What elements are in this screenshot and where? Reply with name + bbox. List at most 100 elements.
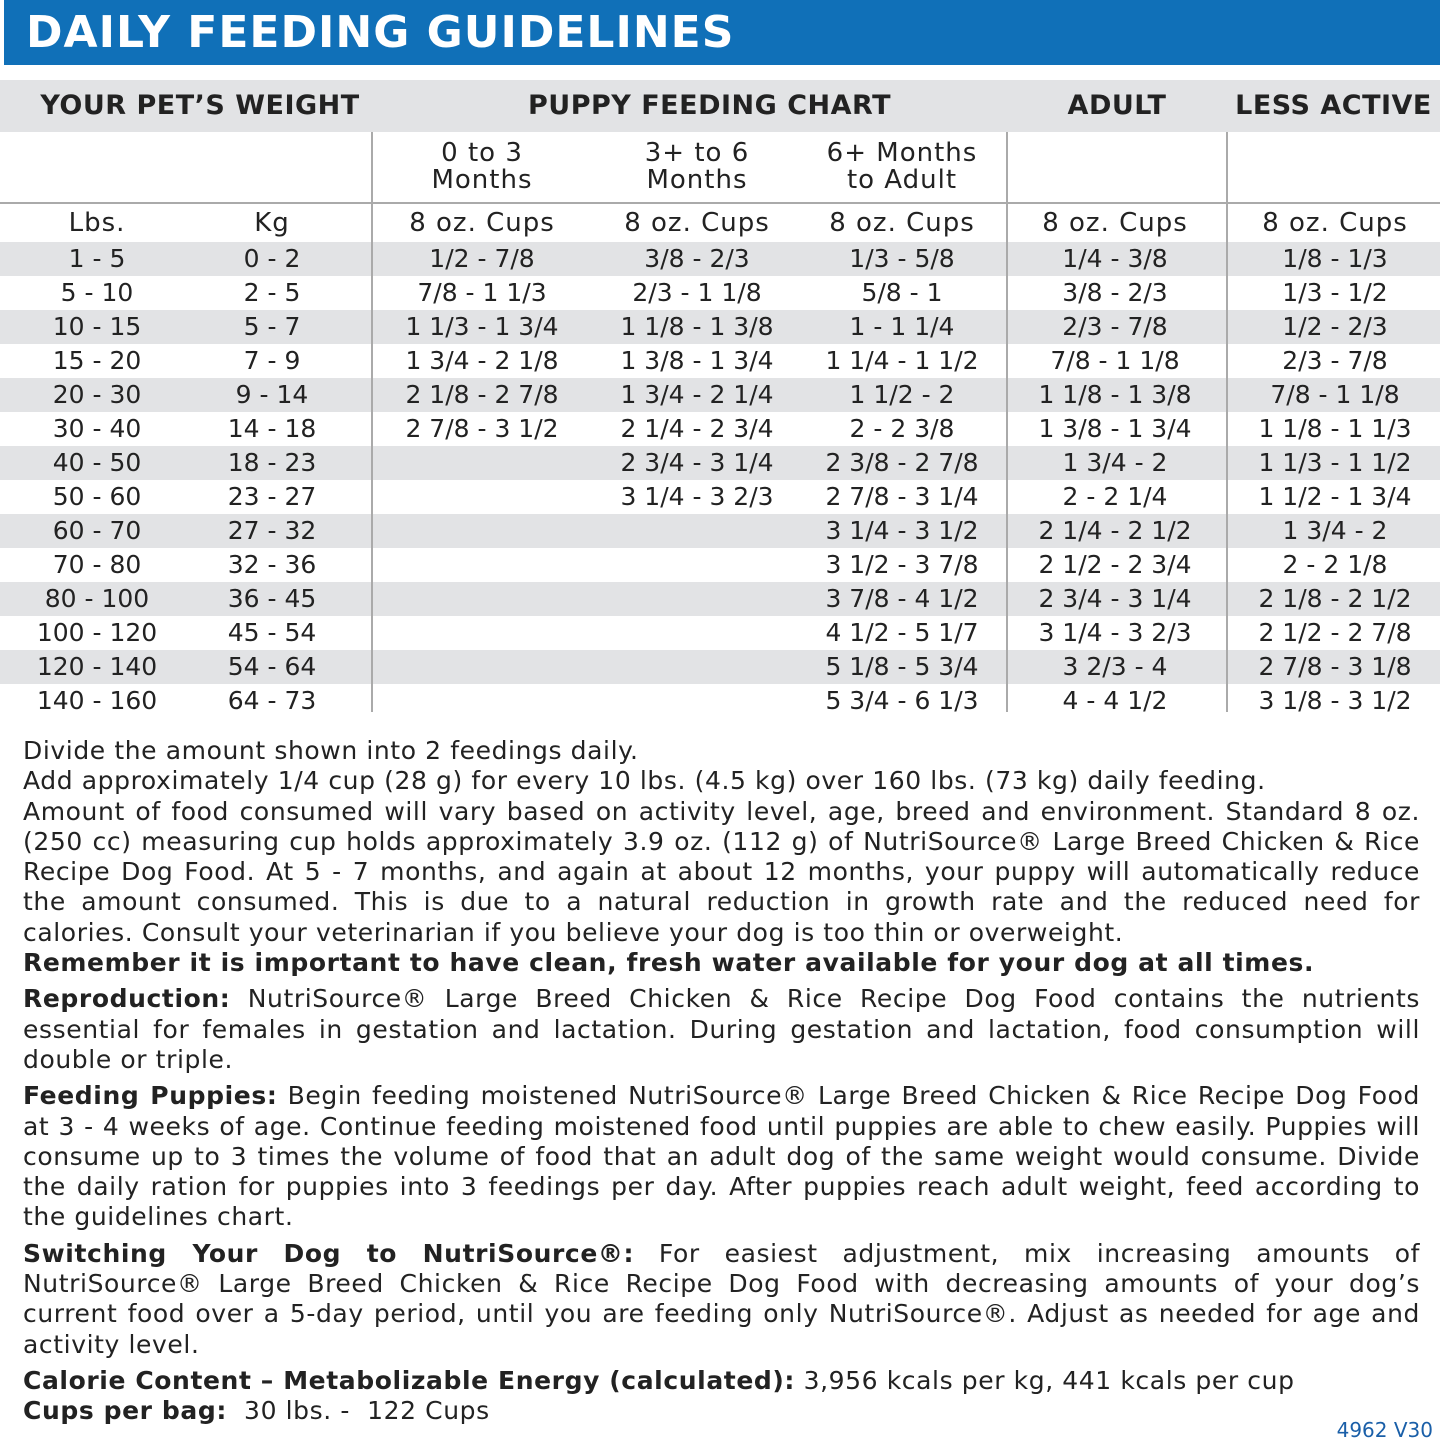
- cell-puppy-0-3: [372, 480, 592, 514]
- cell-puppy-0-3: 1/2 - 7/8: [429, 244, 535, 273]
- cell-kg: 7 - 9: [243, 346, 301, 375]
- note-reproduction: Reproduction: NutriSource® Large Breed C…: [23, 984, 1420, 1075]
- cell-puppy-3-6: 1 3/4 - 2 1/4: [620, 380, 774, 409]
- cell-puppy-0-3: [372, 548, 592, 582]
- cell-puppy-6-adult: 1 - 1 1/4: [849, 312, 955, 341]
- age-6-adult: 6+ Months to Adult: [826, 138, 978, 195]
- text: 3,956 kcals per kg, 441 kcals per cup: [795, 1365, 1295, 1395]
- page-title: DAILY FEEDING GUIDELINES: [4, 0, 1440, 65]
- cell-puppy-6-adult: 5 1/8 - 5 3/4: [825, 652, 979, 681]
- cell-adult: 2 - 2 1/4: [1062, 482, 1168, 511]
- cell-puppy-3-6: 3 1/4 - 3 2/3: [620, 482, 774, 511]
- cell-kg: 0 - 2: [243, 244, 301, 273]
- cell-puppy-3-6: [587, 582, 807, 616]
- note-feedings: Divide the amount shown into 2 feedings …: [23, 736, 639, 765]
- note-over-160: Add approximately 1/4 cup (28 g) for eve…: [23, 766, 1266, 796]
- cell-lbs: 10 - 15: [52, 312, 142, 341]
- cell-lbs: 1 - 5: [68, 244, 126, 273]
- age-3-6: 3+ to 6 Months: [644, 138, 750, 195]
- table-row: 15 - 20 7 - 9 1 3/4 - 2 1/8 1 3/8 - 1 3/4 1 …: [0, 344, 1440, 378]
- cell-puppy-6-adult: 3 1/4 - 3 1/2: [825, 516, 979, 545]
- cell-puppy-6-adult: 2 3/8 - 2 7/8: [825, 448, 979, 477]
- table-row: 120 - 140 54 - 64 5 1/8 - 5 3/4 3 2/3 - 4 2 …: [0, 650, 1440, 684]
- cell-less-active: 1 1/3 - 1 1/2: [1258, 448, 1412, 477]
- table-row: 100 - 120 45 - 54 4 1/2 - 5 1/7 3 1/4 - 3 2…: [0, 616, 1440, 650]
- cell-puppy-6-adult: 3 7/8 - 4 1/2: [825, 584, 979, 613]
- table-row: 40 - 50 18 - 23 2 3/4 - 3 1/4 2 3/8 - 2 7/8…: [0, 446, 1440, 480]
- divider: [371, 132, 373, 712]
- cell-less-active: 1/8 - 1/3: [1282, 244, 1388, 273]
- header-less-active: LESS ACTIVE: [1235, 90, 1432, 121]
- cell-kg: 18 - 23: [227, 448, 317, 477]
- table-row: 10 - 15 5 - 7 1 1/3 - 1 3/4 1 1/8 - 1 3/8 1 …: [0, 310, 1440, 344]
- note-water: Remember it is important to have clean, …: [23, 948, 1315, 978]
- label: Calorie Content – Metabolizable Energy (…: [23, 1365, 796, 1395]
- cell-puppy-3-6: 2 1/4 - 2 3/4: [620, 414, 774, 443]
- cell-kg: 45 - 54: [227, 618, 317, 647]
- cell-less-active: 1/3 - 1/2: [1282, 278, 1388, 307]
- unit-cups: 8 oz. Cups: [1042, 208, 1188, 238]
- cell-lbs: 15 - 20: [52, 346, 142, 375]
- note-switching: Switching Your Dog to NutriSource®: For …: [23, 1239, 1420, 1360]
- note-puppies: Feeding Puppies: Begin feeding moistened…: [23, 1081, 1420, 1232]
- cell-adult: 2/3 - 7/8: [1062, 312, 1168, 341]
- cell-less-active: 2 - 2 1/8: [1282, 550, 1388, 579]
- header-puppy: PUPPY FEEDING CHART: [528, 90, 891, 121]
- cell-adult: 3/8 - 2/3: [1062, 278, 1168, 307]
- cell-less-active: 2/3 - 7/8: [1282, 346, 1388, 375]
- cell-less-active: 1 1/2 - 1 3/4: [1258, 482, 1412, 511]
- cell-adult: 2 3/4 - 3 1/4: [1038, 584, 1192, 613]
- table-row: 140 - 160 64 - 73 5 3/4 - 6 1/3 4 - 4 1/2 3 …: [0, 684, 1440, 718]
- cell-puppy-3-6: [587, 616, 807, 650]
- cell-puppy-6-adult: 1/3 - 5/8: [849, 244, 955, 273]
- unit-kg: Kg: [254, 208, 290, 238]
- cell-lbs: 140 - 160: [36, 686, 158, 715]
- table-row: 1 - 5 0 - 2 1/2 - 7/8 3/8 - 2/3 1/3 - 5/8 1/4…: [0, 242, 1440, 276]
- cell-puppy-3-6: 1 3/8 - 1 3/4: [620, 346, 774, 375]
- cell-adult: 3 1/4 - 3 2/3: [1038, 618, 1192, 647]
- cell-adult: 7/8 - 1 1/8: [1050, 346, 1180, 375]
- cell-puppy-0-3: [372, 650, 592, 684]
- cell-adult: 3 2/3 - 4: [1062, 652, 1168, 681]
- cell-less-active: 2 1/2 - 2 7/8: [1258, 618, 1412, 647]
- cell-adult: 1 3/4 - 2: [1062, 448, 1168, 477]
- table-row: 80 - 100 36 - 45 3 7/8 - 4 1/2 2 3/4 - 3 1/…: [0, 582, 1440, 616]
- label: Switching Your Dog to NutriSource®:: [23, 1238, 635, 1268]
- cell-puppy-6-adult: 3 1/2 - 3 7/8: [825, 550, 979, 579]
- text: 30 lbs. - 122 Cups: [226, 1396, 490, 1426]
- table-header: YOUR PET’S WEIGHT PUPPY FEEDING CHART AD…: [0, 80, 1440, 132]
- cell-less-active: 3 1/8 - 3 1/2: [1258, 686, 1412, 715]
- cell-lbs: 50 - 60: [52, 482, 142, 511]
- cell-kg: 64 - 73: [227, 686, 317, 715]
- cell-adult: 2 1/2 - 2 3/4: [1038, 550, 1192, 579]
- cell-adult: 4 - 4 1/2: [1062, 686, 1168, 715]
- cell-puppy-3-6: 2/3 - 1 1/8: [632, 278, 762, 307]
- cell-less-active: 2 1/8 - 2 1/2: [1258, 584, 1412, 613]
- cell-puppy-0-3: [372, 446, 592, 480]
- cell-kg: 14 - 18: [227, 414, 317, 443]
- cell-puppy-3-6: [587, 650, 807, 684]
- cell-puppy-3-6: 3/8 - 2/3: [644, 244, 750, 273]
- cell-puppy-3-6: [587, 684, 807, 718]
- cell-kg: 23 - 27: [227, 482, 317, 511]
- cell-lbs: 80 - 100: [44, 584, 150, 613]
- version-code: 4962 V30: [1336, 1418, 1433, 1442]
- cell-puppy-6-adult: 2 - 2 3/8: [849, 414, 955, 443]
- cell-puppy-0-3: 2 1/8 - 2 7/8: [405, 380, 559, 409]
- cell-lbs: 70 - 80: [52, 550, 142, 579]
- cell-puppy-0-3: 2 7/8 - 3 1/2: [405, 414, 559, 443]
- cell-kg: 2 - 5: [243, 278, 301, 307]
- cell-puppy-0-3: [372, 582, 592, 616]
- table-row: 60 - 70 27 - 32 3 1/4 - 3 1/2 2 1/4 - 2 1/2…: [0, 514, 1440, 548]
- label: Feeding Puppies:: [23, 1081, 278, 1111]
- cell-less-active: 1/2 - 2/3: [1282, 312, 1388, 341]
- divider: [1226, 132, 1228, 712]
- text: NutriSource® Large Breed Chicken & Rice …: [23, 984, 1420, 1074]
- text: Begin feeding moistened NutriSource® Lar…: [23, 1081, 1420, 1232]
- table-row: 50 - 60 23 - 27 3 1/4 - 3 2/3 2 7/8 - 3 1/4…: [0, 480, 1440, 514]
- unit-cups: 8 oz. Cups: [624, 208, 770, 238]
- cell-puppy-0-3: 1 3/4 - 2 1/8: [405, 346, 559, 375]
- cell-adult: 1 1/8 - 1 3/8: [1038, 380, 1192, 409]
- cell-puppy-6-adult: 5/8 - 1: [861, 278, 943, 307]
- note-calories: Calorie Content – Metabolizable Energy (…: [23, 1366, 1420, 1396]
